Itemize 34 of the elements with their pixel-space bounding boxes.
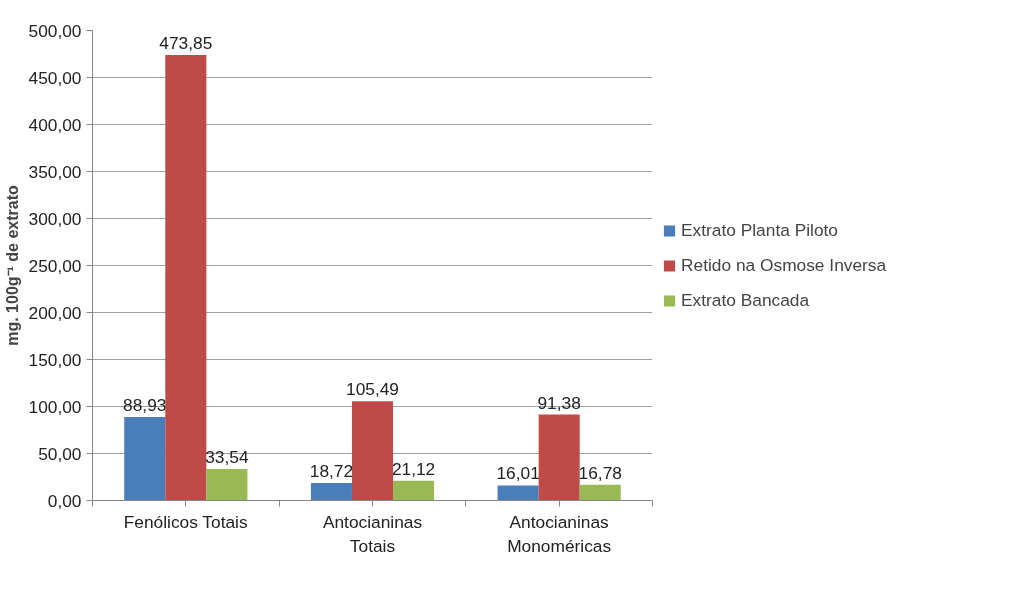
legend-label: Extrato Bancada [681, 289, 810, 311]
y-tick-label: 0,00 [47, 490, 82, 511]
y-tick-label: 250,00 [28, 255, 82, 276]
bar [538, 414, 580, 501]
legend-label: Retido na Osmose Inversa [681, 254, 887, 276]
y-axis-title: mg. 100g⁻¹ de extrato [3, 184, 21, 346]
y-tick-label: 100,00 [28, 396, 82, 417]
data-label: 473,85 [159, 33, 213, 54]
y-tick-label: 200,00 [28, 302, 82, 323]
y-tick-label: 150,00 [28, 349, 82, 370]
y-tick-label: 50,00 [38, 443, 82, 464]
bar [124, 416, 166, 501]
data-label: 91,38 [537, 392, 581, 413]
data-label: 33,54 [205, 446, 249, 467]
y-tick-label: 300,00 [28, 208, 82, 229]
bar [206, 468, 248, 501]
data-label: 18,72 [309, 460, 354, 481]
y-tick-label: 450,00 [28, 67, 82, 88]
bar [351, 401, 394, 501]
bar [393, 480, 435, 501]
bar [497, 485, 539, 501]
y-tick-label: 400,00 [28, 114, 82, 135]
bar [165, 55, 207, 501]
y-tick-label: 350,00 [28, 161, 82, 182]
x-tick-label: Fenólicos Totais [123, 511, 248, 532]
x-tick-label: Antocianinas Monoméricas [507, 511, 612, 556]
x-tick-label: Antocianinas Totais [322, 511, 423, 556]
data-label: 16,01 [496, 463, 540, 484]
y-tick-label: 500,00 [28, 20, 82, 41]
bar [579, 484, 621, 501]
data-label: 105,49 [346, 379, 399, 400]
data-label: 21,12 [391, 458, 436, 479]
bar [310, 482, 352, 501]
legend-label: Extrato Planta Piloto [681, 219, 839, 241]
